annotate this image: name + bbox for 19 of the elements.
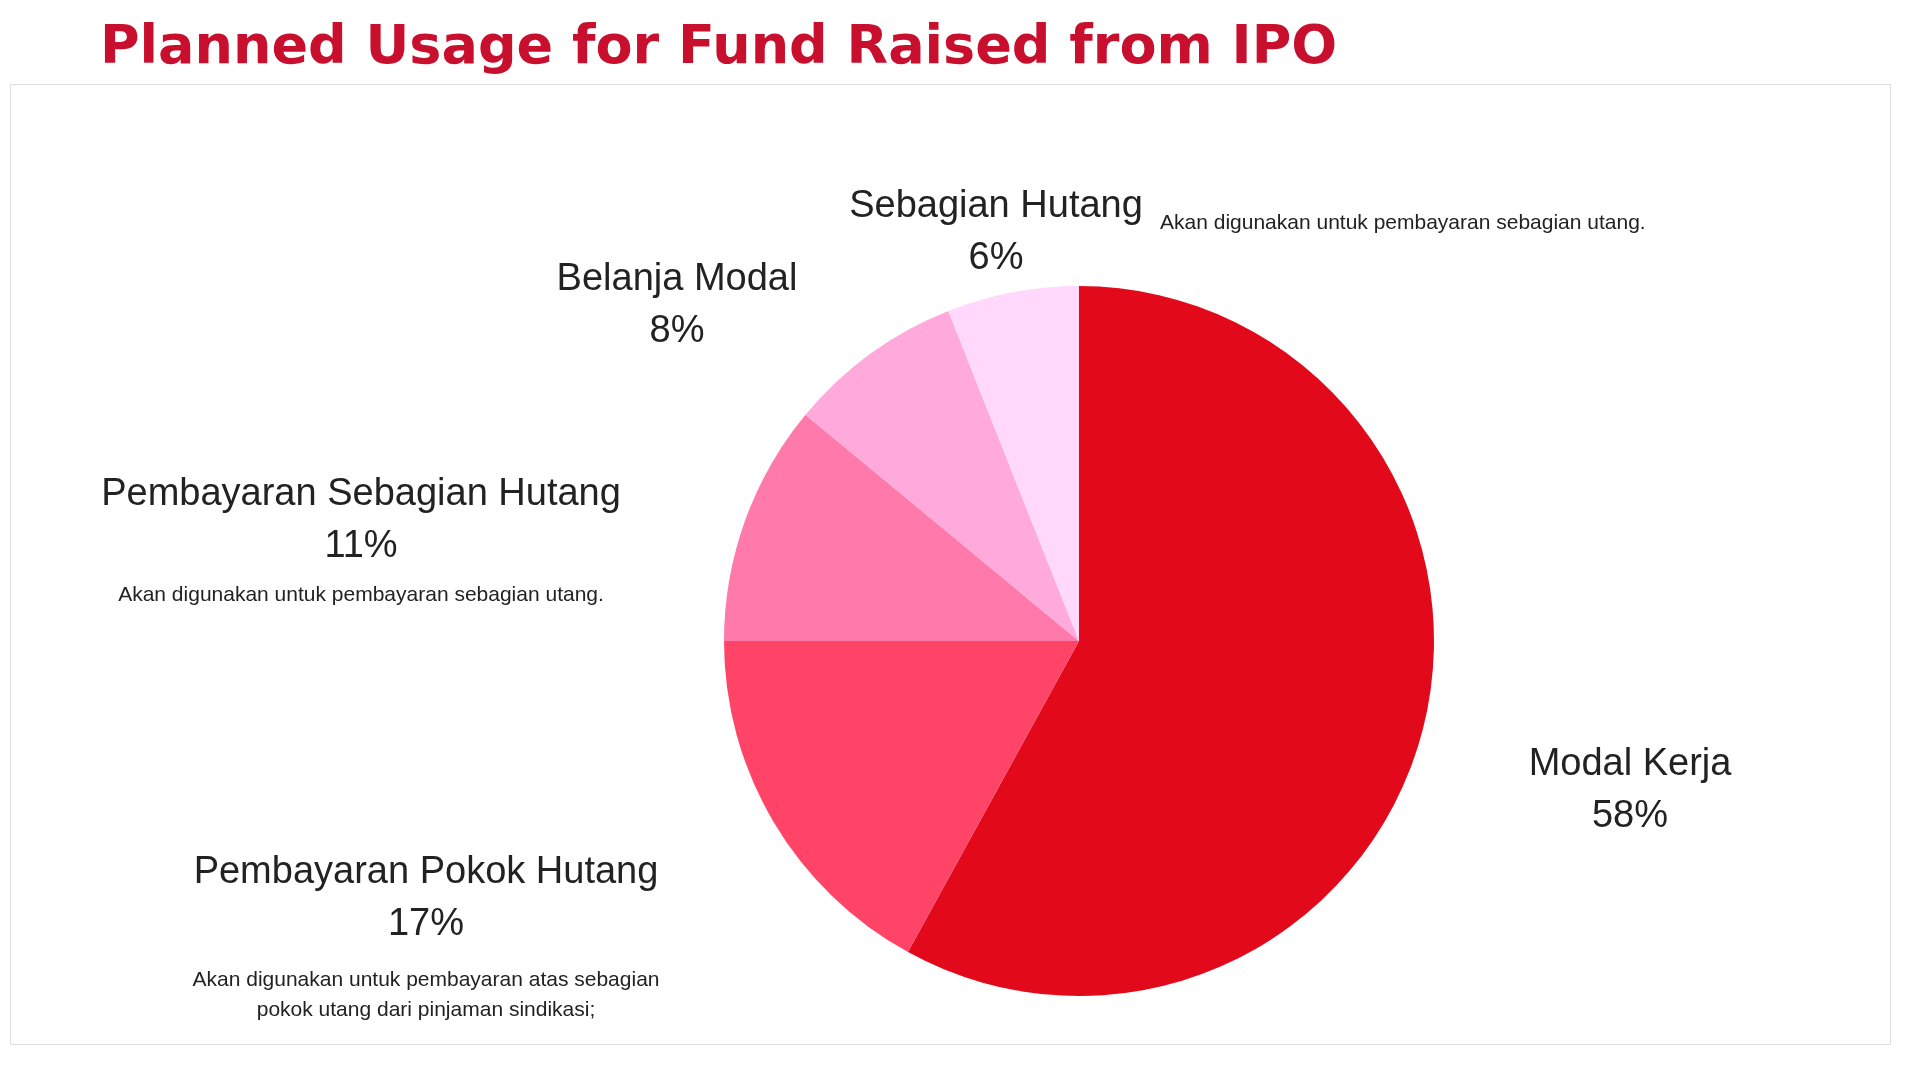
- text: Akan digunakan untuk pembayaran sebagian utang.: [118, 582, 604, 605]
- pie-slice: [805, 310, 1079, 641]
- pie-slice: [724, 414, 1079, 641]
- data-label: 6%: [968, 235, 1024, 277]
- text: Akan digunakan untuk pembayaran atas sebagian pokok utang dari pinjaman sindikasi;: [192, 967, 660, 1020]
- chart-title: Planned Usage for Fund Raised from IPO: [100, 13, 1338, 76]
- data-label: 8%: [649, 308, 705, 350]
- slice-label: Pembayaran Sebagian Hutang: [101, 471, 621, 513]
- data-label: 17%: [387, 901, 465, 943]
- text: Akan digunakan untuk pembayaran sebagian utang.: [1160, 210, 1646, 233]
- slice-label: Belanja Modal: [556, 256, 798, 298]
- data-label: 11%: [324, 523, 398, 565]
- slice-label: Modal Kerja: [1528, 741, 1733, 783]
- pie-slice: [907, 286, 1434, 996]
- pie-slice: [724, 641, 1079, 953]
- data-label: 58%: [1591, 793, 1669, 835]
- pie-slice: [948, 286, 1079, 641]
- slice-label: Pembayaran Pokok Hutang: [193, 849, 659, 891]
- slice-label: Sebagian Hutang: [849, 183, 1143, 225]
